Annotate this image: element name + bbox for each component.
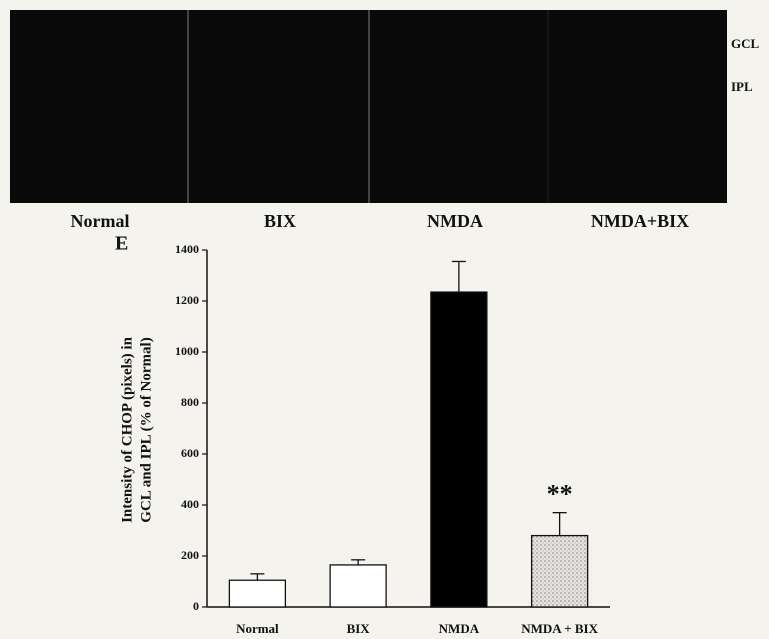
x-tick-label: NMDA + BIX [521, 621, 598, 636]
bar [330, 565, 386, 607]
y-axis-title-line: Intensity of CHOP (pixels) in [119, 336, 135, 523]
y-tick-label: 0 [193, 599, 199, 613]
bar [431, 292, 487, 607]
layer-label: IPL [731, 79, 753, 94]
x-tick-label: BIX [347, 621, 371, 636]
figure: GCL IPL Normal BIX NMDA NMDA+BIX E Inten… [0, 0, 769, 639]
x-tick-label: NMDA [439, 621, 480, 636]
panel-letter: E [115, 233, 128, 255]
x-tick-label: Normal [236, 621, 279, 636]
y-tick-label: 400 [181, 497, 199, 511]
panel-label: NMDA [427, 211, 483, 231]
significance-label: ** [547, 480, 573, 509]
y-axis-title-line: GCL and IPL (% of Normal) [138, 337, 154, 522]
bar [532, 536, 588, 607]
layer-label: GCL [731, 36, 760, 51]
y-axis-title: Intensity of CHOP (pixels) in GCL and IP… [119, 336, 154, 523]
panel-label: Normal [71, 211, 130, 231]
y-tick-label: 1400 [175, 242, 199, 256]
panel-label: NMDA+BIX [591, 211, 689, 231]
y-tick-label: 1000 [175, 344, 199, 358]
y-tick-label: 1200 [175, 293, 199, 307]
y-tick-label: 200 [181, 548, 199, 562]
y-tick-label: 600 [181, 446, 199, 460]
y-tick-label: 800 [181, 395, 199, 409]
page: GCL IPL Normal BIX NMDA NMDA+BIX E Inten… [0, 0, 769, 639]
panel-label: BIX [264, 211, 296, 231]
bar [229, 580, 285, 607]
